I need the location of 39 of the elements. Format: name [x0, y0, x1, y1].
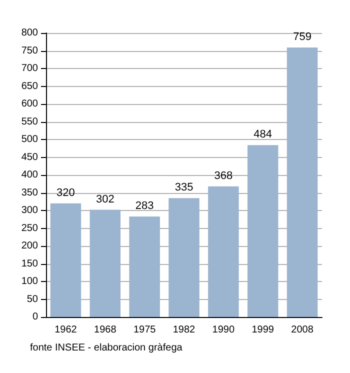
- data-label: 368: [214, 170, 233, 182]
- data-label: 484: [254, 128, 272, 141]
- source-note: fonte INSEE - elaboracion gràfega: [30, 342, 183, 354]
- y-tick-label: 50: [26, 294, 38, 305]
- y-tick-label: 350: [21, 187, 38, 198]
- y-tick-label: 700: [21, 63, 38, 74]
- y-tick-label: 250: [21, 222, 38, 234]
- data-label: 320: [56, 186, 75, 199]
- data-label: 335: [174, 182, 194, 194]
- y-tick-label: 150: [21, 258, 38, 270]
- bar: [129, 216, 160, 317]
- x-tick-label: 1962: [54, 324, 78, 336]
- y-tick-label: 500: [21, 134, 38, 145]
- y-tick-label: 650: [21, 80, 38, 92]
- y-tick-label: 600: [21, 98, 38, 110]
- x-tick-label: 1968: [94, 324, 117, 336]
- y-tick-label: 450: [21, 152, 38, 163]
- bar: [90, 210, 121, 317]
- data-label: 283: [135, 200, 154, 212]
- data-label: 759: [293, 31, 312, 44]
- y-tick-label: 400: [21, 170, 38, 180]
- x-tick-label: 1982: [172, 324, 196, 336]
- bar: [247, 145, 278, 317]
- y-tick-label: 300: [21, 205, 38, 216]
- y-tick-label: 800: [21, 28, 38, 38]
- y-tick-label: 0: [32, 312, 38, 322]
- bar: [286, 48, 318, 317]
- y-tick-label: 200: [21, 240, 38, 252]
- y-tick-label: 750: [21, 45, 38, 56]
- x-tick-label: 1990: [212, 324, 235, 336]
- bar: [208, 186, 239, 317]
- data-label: 302: [96, 193, 114, 206]
- x-tick-label: 1999: [252, 324, 274, 336]
- bar: [168, 198, 200, 317]
- y-tick-label: 100: [21, 276, 38, 287]
- bar: [50, 203, 82, 317]
- y-tick-label: 550: [21, 116, 38, 128]
- x-tick-label: 2008: [291, 324, 314, 336]
- x-tick-label: 1975: [133, 324, 156, 336]
